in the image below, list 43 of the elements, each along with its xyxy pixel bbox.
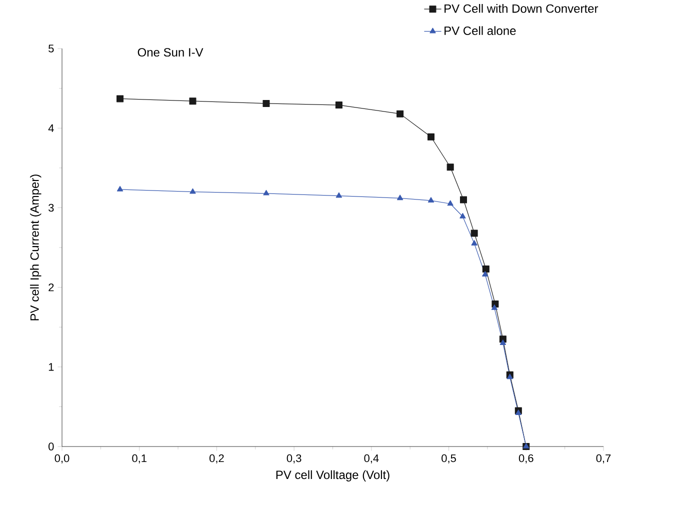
x-axis-title: PV cell Volltage (Volt) (276, 470, 390, 482)
legend-label: PV Cell with Down Converter (444, 4, 598, 14)
x-tick-label: 0,2 (209, 454, 224, 464)
point (491, 304, 498, 310)
point (500, 340, 506, 346)
point (482, 266, 490, 273)
x-tick-label: 0,6 (518, 454, 534, 464)
y-axis-title: PV cell Iph Current (Amper) (30, 174, 42, 320)
y-tick-label: 5 (48, 44, 54, 53)
point (447, 200, 454, 206)
point (446, 164, 454, 171)
point (506, 374, 513, 380)
point (263, 190, 270, 196)
chart-title: One Sun I-V (138, 48, 204, 57)
legend-label: PV Cell alone (444, 26, 516, 36)
point (189, 98, 196, 105)
point (515, 410, 522, 416)
y-tick-label: 3 (48, 204, 54, 212)
x-tick-label: 0,5 (442, 454, 456, 464)
point (460, 196, 467, 204)
y-tick-label: 2 (48, 284, 54, 292)
x-tick-label: 0,7 (596, 454, 611, 464)
y-tick-label: 4 (48, 124, 54, 132)
point (482, 271, 488, 277)
point (116, 95, 124, 102)
point (470, 230, 478, 237)
point (262, 100, 270, 108)
y-tick-label: 0 (48, 442, 54, 451)
y-tick-label: 1 (48, 363, 54, 371)
point (336, 192, 342, 198)
point (190, 188, 196, 194)
x-tick-label: 0,1 (132, 454, 146, 464)
point (396, 110, 404, 118)
point (471, 240, 478, 246)
point (427, 134, 434, 141)
point (116, 186, 124, 192)
point (460, 213, 466, 219)
point (428, 197, 434, 203)
x-tick-label: 0,4 (364, 454, 379, 464)
point (396, 194, 404, 200)
x-tick-label: 0,3 (286, 454, 302, 464)
point (335, 102, 342, 109)
x-tick-label: 0,0 (54, 454, 70, 464)
